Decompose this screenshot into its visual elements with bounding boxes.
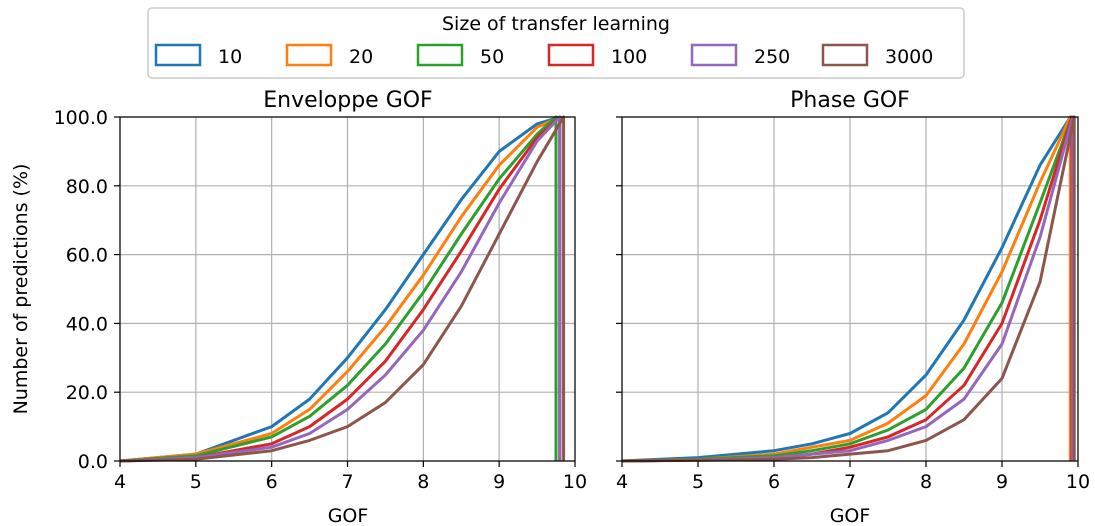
legend-label: 50 — [480, 46, 504, 68]
legend-label: 20 — [349, 46, 373, 68]
legend-entries: 10 20 50 100 250 3000 — [154, 43, 933, 68]
grid — [621, 116, 1079, 462]
x-tick-label: 5 — [190, 471, 202, 493]
x-tick-label: 9 — [996, 471, 1008, 493]
series-line-3000 — [119, 115, 566, 463]
y-axis-label: Number of predictions (%) — [10, 164, 32, 415]
ticks: 4 5 6 7 8 9 10 — [616, 116, 1090, 493]
series-line-100 — [621, 115, 1074, 463]
series-line-250 — [621, 115, 1075, 463]
y-tick-label: 0.0 — [78, 451, 108, 473]
series-line-50 — [621, 115, 1074, 463]
x-tick-label: 8 — [417, 471, 429, 493]
series-line-20 — [621, 115, 1072, 463]
x-tick-label: 5 — [692, 471, 704, 493]
series-line-100 — [119, 115, 562, 463]
series-line-10 — [621, 115, 1072, 463]
series-line-50 — [119, 115, 558, 463]
x-tick-label: 4 — [114, 471, 126, 493]
series-lines — [119, 115, 566, 463]
panel-enveloppe: Enveloppe GOF 4 5 6 7 8 9 100.020.040.060.080.… — [10, 88, 587, 526]
legend-label: 100 — [611, 46, 647, 68]
x-tick-label: 6 — [768, 471, 780, 493]
x-tick-label: 6 — [266, 471, 278, 493]
x-tick-label: 10 — [563, 471, 587, 493]
x-tick-label: 7 — [844, 471, 856, 493]
legend-frame — [147, 7, 965, 79]
y-tick-label: 20.0 — [66, 382, 108, 404]
legend-label: 250 — [754, 46, 790, 68]
x-axis-label: GOF — [328, 505, 369, 526]
legend-swatch — [154, 43, 202, 67]
y-tick-label: 60.0 — [66, 245, 108, 267]
legend-swatch — [547, 43, 595, 67]
panel-phase: Phase GOF 4 5 6 7 8 9 10 GOF — [616, 88, 1090, 526]
legend-swatch — [285, 43, 333, 67]
x-tick-label: 4 — [616, 471, 628, 493]
x-tick-label: 7 — [341, 471, 353, 493]
y-tick-label: 80.0 — [66, 176, 108, 198]
legend-label: 10 — [218, 46, 242, 68]
series-line-10 — [119, 115, 562, 463]
series-lines — [621, 115, 1076, 463]
legend-label: 3000 — [885, 46, 933, 68]
series-line-20 — [119, 115, 562, 463]
legend-title: Size of transfer learning — [442, 13, 670, 35]
series-line-250 — [119, 115, 562, 463]
y-tick-label: 40.0 — [66, 313, 108, 335]
x-tick-label: 9 — [493, 471, 505, 493]
legend: Size of transfer learning 10 20 50 100 250 30… — [147, 7, 965, 79]
legend-swatch — [416, 43, 464, 67]
panel-title: Phase GOF — [790, 88, 910, 113]
x-axis-label: GOF — [830, 505, 871, 526]
legend-swatch — [821, 43, 869, 67]
series-line-3000 — [621, 115, 1076, 463]
x-tick-label: 8 — [920, 471, 932, 493]
x-tick-label: 10 — [1066, 471, 1090, 493]
y-tick-label: 100.0 — [54, 107, 108, 129]
legend-swatch — [690, 43, 738, 67]
panel-title: Enveloppe GOF — [263, 88, 432, 113]
